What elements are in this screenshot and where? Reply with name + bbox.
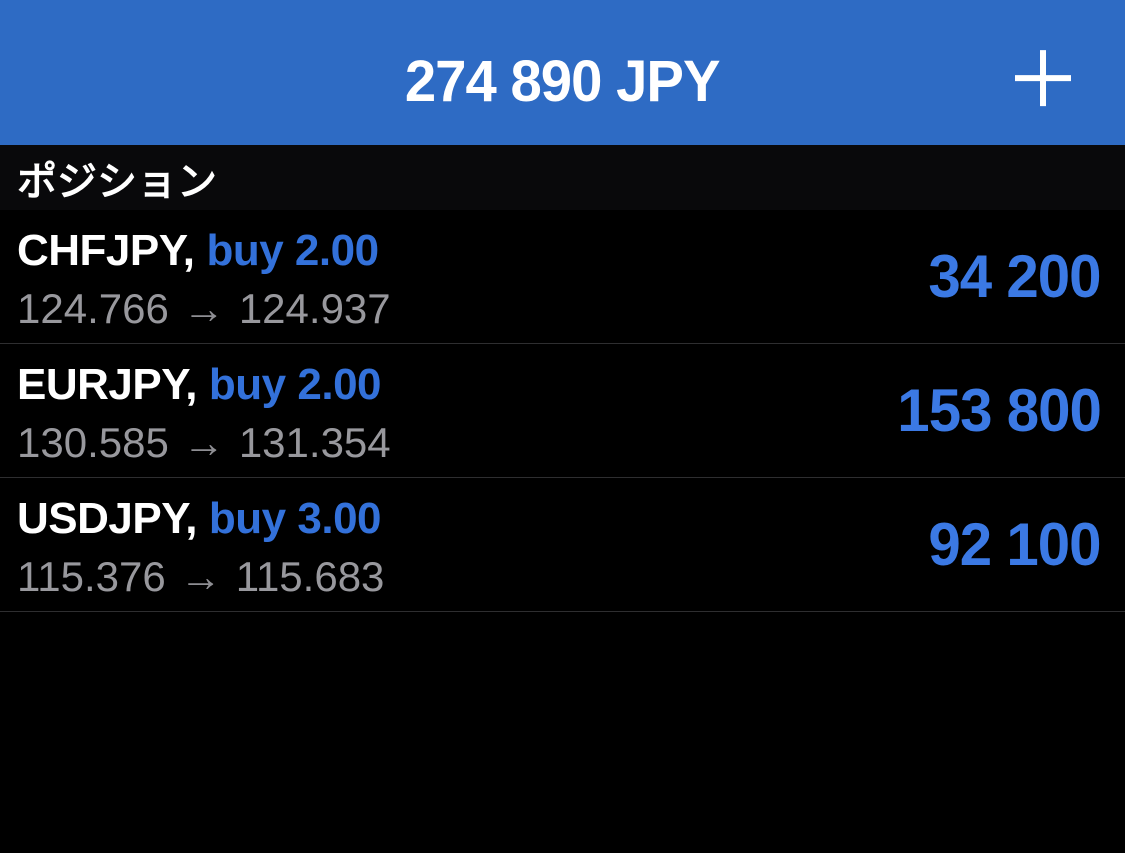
position-profit: 34 200 xyxy=(928,243,1102,310)
navbar: 274 890 JPY xyxy=(0,0,1125,145)
position-symbol-line: CHFJPY, buy 2.00 xyxy=(17,221,391,281)
position-details: CHFJPY, buy 2.00 124.766 → 124.937 xyxy=(17,217,391,337)
side-volume-label: buy 2.00 xyxy=(208,359,382,409)
arrow-icon: → xyxy=(182,284,225,332)
plus-icon xyxy=(1015,49,1071,106)
symbol-label: CHFJPY, xyxy=(17,225,195,275)
position-prices-line: 130.585 → 131.354 xyxy=(17,415,391,471)
current-price: 131.354 xyxy=(238,418,391,466)
add-order-button[interactable] xyxy=(1011,46,1075,110)
account-balance-title: 274 890 JPY xyxy=(405,49,721,114)
position-details: EURJPY, buy 2.00 130.585 → 131.354 xyxy=(17,351,391,471)
position-profit: 153 800 xyxy=(897,377,1102,444)
position-row-chfjpy[interactable]: CHFJPY, buy 2.00 124.766 → 124.937 34 200 xyxy=(0,210,1125,344)
position-symbol-line: USDJPY, buy 3.00 xyxy=(17,489,384,549)
side-volume-label: buy 3.00 xyxy=(208,493,382,543)
position-profit: 92 100 xyxy=(928,511,1102,578)
position-prices-line: 124.766 → 124.937 xyxy=(17,281,391,337)
position-row-eurjpy[interactable]: EURJPY, buy 2.00 130.585 → 131.354 153 800 xyxy=(0,344,1125,478)
positions-list: CHFJPY, buy 2.00 124.766 → 124.937 34 200 E… xyxy=(0,210,1125,853)
arrow-icon: → xyxy=(182,418,225,466)
symbol-label: EURJPY, xyxy=(17,359,197,409)
side-volume-label: buy 2.00 xyxy=(206,225,379,275)
positions-section-title: ポジション xyxy=(17,159,217,204)
symbol-label: USDJPY, xyxy=(17,493,197,543)
open-price: 130.585 xyxy=(17,418,169,466)
open-price: 115.376 xyxy=(17,552,166,600)
current-price: 124.937 xyxy=(238,284,391,332)
position-prices-line: 115.376 → 115.683 xyxy=(17,549,384,605)
position-row-usdjpy[interactable]: USDJPY, buy 3.00 115.376 → 115.683 92 100 xyxy=(0,478,1125,612)
open-price: 124.766 xyxy=(17,284,169,332)
positions-section-header: ポジション xyxy=(0,145,1125,210)
current-price: 115.683 xyxy=(235,552,385,600)
position-details: USDJPY, buy 3.00 115.376 → 115.683 xyxy=(17,485,384,605)
position-symbol-line: EURJPY, buy 2.00 xyxy=(17,355,391,415)
arrow-icon: → xyxy=(179,552,222,600)
